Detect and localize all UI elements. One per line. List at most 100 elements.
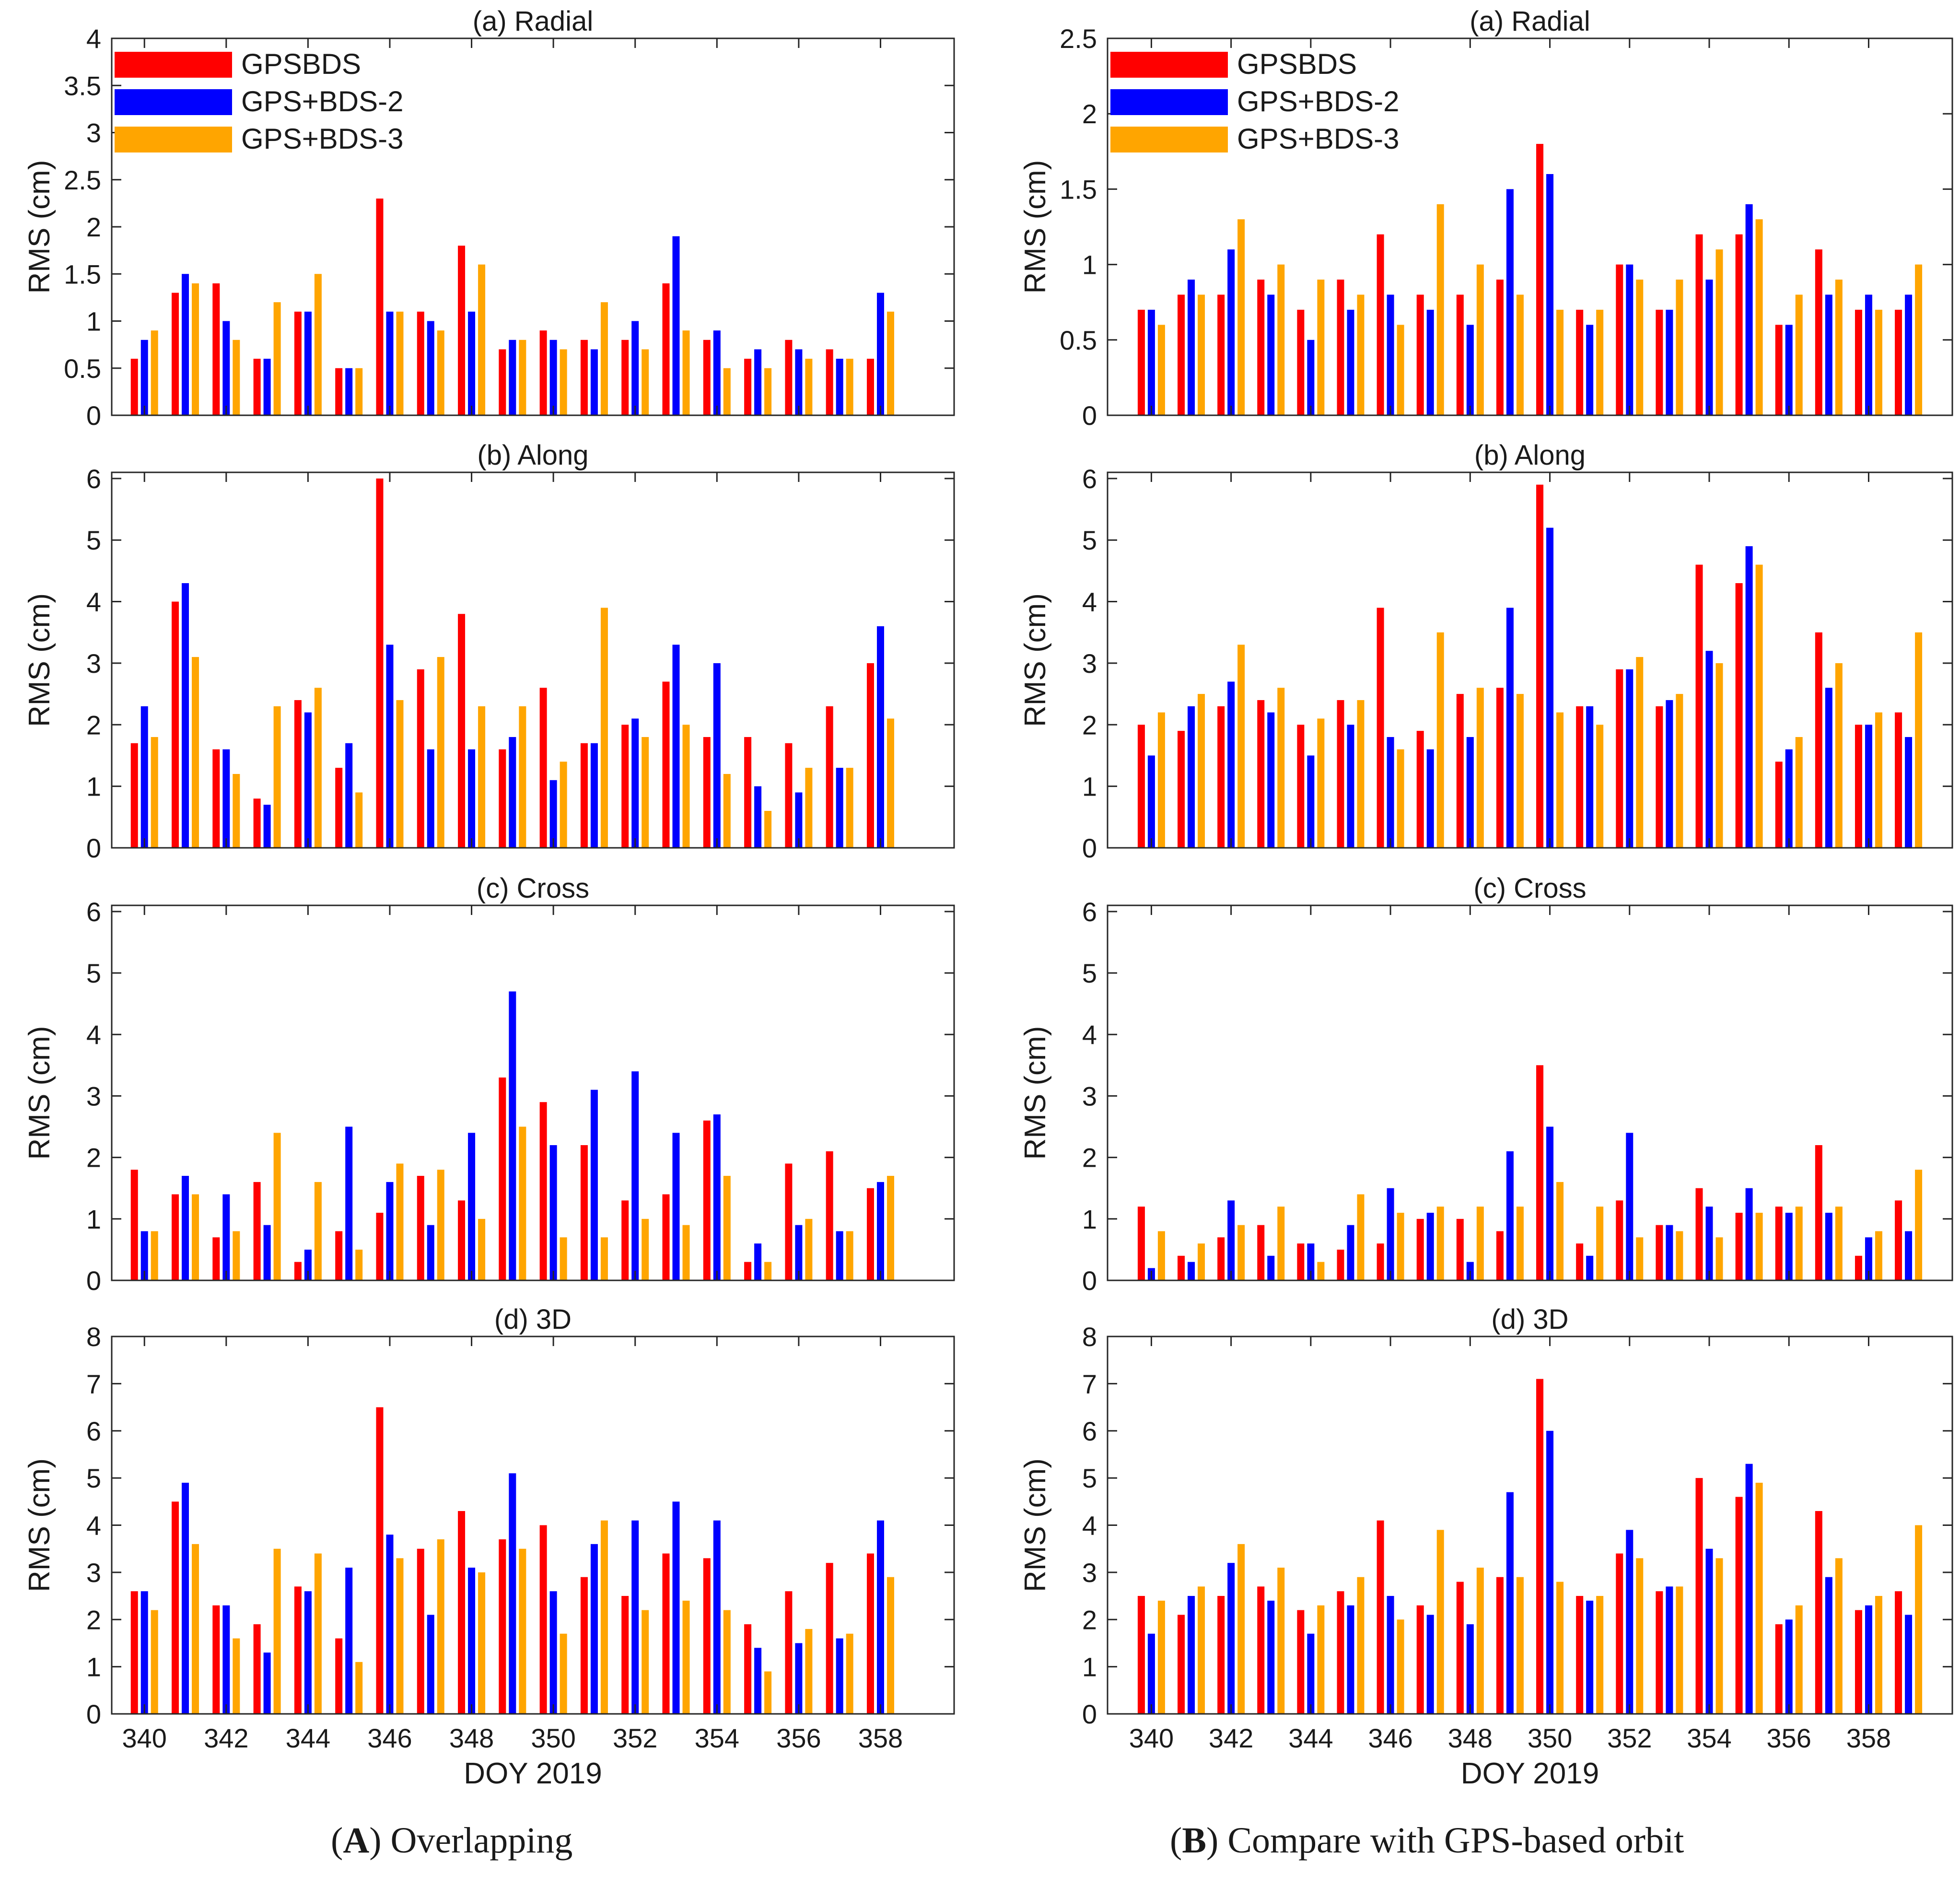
chart-a-cross-bar-0-340: [130, 1170, 138, 1280]
chart-b-cross-bar-0-359: [1895, 1200, 1902, 1280]
chart-b-along-bar-1-340: [1147, 755, 1155, 848]
chart-a-cross-bar-2-344: [314, 1182, 322, 1280]
chart-b-along-bar-0-349: [1496, 688, 1504, 848]
chart-b-cross-bar-0-352: [1616, 1200, 1623, 1280]
chart-a-cross-bar-0-343: [253, 1182, 261, 1280]
chart-a-3d-bar-1-354: [713, 1520, 721, 1714]
chart-a-cross-bar-2-356: [805, 1219, 813, 1280]
chart-b-radial-bar-0-347: [1416, 294, 1424, 415]
chart-a-radial-ytick-label: 1: [86, 306, 101, 337]
chart-a-radial-bar-1-358: [876, 293, 884, 415]
chart-b-radial-bar-1-354: [1705, 280, 1713, 415]
chart-a-along-bar-2-349: [519, 706, 526, 848]
chart-a-3d-ytick-label: 2: [86, 1605, 101, 1635]
chart-a-along-bar-2-351: [600, 608, 608, 848]
chart-a-along-bar-2-354: [723, 774, 731, 848]
chart-a-3d-title: (d) 3D: [494, 1304, 572, 1335]
chart-a-cross-bar-1-341: [182, 1176, 189, 1280]
chart-b-cross-bar-0-340: [1137, 1207, 1145, 1280]
chart-a-3d-bar-1-344: [304, 1591, 312, 1714]
chart-b-3d-bar-1-351: [1586, 1600, 1594, 1714]
chart-b-along-bar-0-351: [1576, 706, 1584, 848]
chart-a-radial-bar-2-357: [846, 359, 853, 415]
chart-b-3d-xtick-label: 344: [1288, 1723, 1333, 1753]
chart-b-along-bar-0-342: [1217, 706, 1225, 848]
chart-a-radial-ytick-label: 2: [86, 212, 101, 242]
chart-a-radial-bar-0-340: [130, 359, 138, 415]
chart-b-3d-bar-2-343: [1277, 1568, 1285, 1714]
chart-a-cross-bar-2-347: [437, 1170, 444, 1280]
chart-b-3d-bar-2-354: [1715, 1558, 1723, 1714]
chart-b-along-ytick-label: 1: [1082, 772, 1097, 802]
chart-a-along-ytick-label: 6: [86, 464, 101, 494]
chart-a-along-bar-1-343: [263, 805, 271, 848]
chart-b-3d-bar-2-350: [1556, 1582, 1564, 1714]
chart-a-radial-bar-2-342: [233, 340, 240, 415]
chart-b-cross-bar-1-357: [1825, 1212, 1832, 1280]
chart-b-along-bar-0-357: [1815, 632, 1822, 848]
chart-a-3d-bar-2-352: [642, 1610, 649, 1714]
chart-b-radial-bar-0-343: [1257, 280, 1265, 415]
chart-a-cross-bar-0-350: [539, 1102, 547, 1280]
chart-a-radial-legend-swatch-2: [115, 127, 232, 152]
chart-b-radial-bar-2-351: [1596, 309, 1604, 415]
chart-b-radial-bar-2-357: [1835, 280, 1843, 415]
chart-b-cross-bar-0-356: [1775, 1207, 1783, 1280]
chart-a-3d-xtick-label: 354: [695, 1723, 739, 1753]
chart-b-cross-bar-1-358: [1865, 1237, 1872, 1280]
chart-b-3d-xlabel: DOY 2019: [1461, 1757, 1599, 1790]
chart-b-cross-bar-0-357: [1815, 1145, 1822, 1280]
chart-a-3d-bar-1-349: [509, 1473, 516, 1714]
chart-b-3d-bar-0-356: [1775, 1624, 1783, 1714]
chart-b-radial: 0 0.5 1 1.5 2 2.5 (a) Radial RMS (cm) GPSBDS GPS+…: [1019, 6, 1953, 431]
chart-b-3d-bar-2-358: [1875, 1596, 1882, 1714]
chart-a-cross-ylabel: RMS (cm): [23, 1026, 56, 1160]
chart-a-along-bar-1-350: [549, 780, 557, 848]
chart-b-radial-bar-0-345: [1337, 280, 1344, 415]
chart-a-cross-bar-1-354: [713, 1114, 721, 1280]
caption-left-letter: A: [343, 1820, 370, 1861]
chart-b-3d-bar-2-355: [1755, 1482, 1763, 1714]
chart-b-along-bar-0-352: [1616, 669, 1623, 848]
chart-a-3d-xtick-label: 358: [858, 1723, 903, 1753]
chart-b-3d-bar-0-341: [1178, 1615, 1185, 1714]
chart-a-3d-bar-2-356: [805, 1629, 813, 1714]
chart-a-cross-bar-0-356: [785, 1163, 793, 1280]
chart-b-radial-bar-1-353: [1666, 309, 1673, 415]
chart-a-along-bar-0-345: [335, 768, 343, 848]
chart-b-3d-bar-0-346: [1377, 1520, 1384, 1714]
chart-a-cross-bar-0-345: [335, 1231, 343, 1280]
chart-b-3d-bar-1-359: [1905, 1615, 1913, 1714]
chart-b-3d-bar-1-356: [1785, 1619, 1793, 1714]
chart-b-along-bar-0-346: [1377, 608, 1384, 848]
chart-b-3d-bar-1-350: [1546, 1430, 1554, 1714]
chart-b-cross-bar-2-340: [1157, 1231, 1165, 1280]
chart-a-3d-bar-1-341: [182, 1482, 189, 1714]
chart-b-cross-bar-0-343: [1257, 1225, 1265, 1280]
chart-b-3d-bar-2-344: [1317, 1605, 1325, 1714]
chart-a-radial-bar-0-356: [785, 340, 793, 415]
chart-a-radial-bar-0-352: [621, 340, 629, 415]
chart-b-3d-ytick-label: 5: [1082, 1463, 1097, 1493]
chart-a-radial-bar-0-345: [335, 368, 343, 415]
chart-b-radial-bar-1-358: [1865, 294, 1872, 415]
chart-b-3d-bar-2-356: [1795, 1605, 1803, 1714]
chart-a-radial-bar-0-343: [253, 359, 261, 415]
chart-a-radial-bar-0-357: [826, 349, 833, 415]
chart-a-3d-bar-1-347: [427, 1615, 434, 1714]
chart-a-radial-bar-1-347: [427, 321, 434, 415]
chart-b-radial-bar-0-354: [1695, 234, 1703, 415]
chart-a-radial-bar-0-358: [866, 359, 874, 415]
chart-b-radial-bar-0-349: [1496, 280, 1504, 415]
chart-a-along-bar-2-353: [682, 725, 690, 848]
chart-b-3d-xtick-label: 348: [1448, 1723, 1493, 1753]
chart-a-3d-bar-1-340: [140, 1591, 148, 1714]
chart-a-3d-bar-0-340: [130, 1591, 138, 1714]
chart-b-3d-bar-1-353: [1666, 1586, 1673, 1714]
chart-b-3d-ytick-label: 1: [1082, 1652, 1097, 1682]
chart-b-along-bar-2-359: [1915, 632, 1923, 848]
chart-b-cross-ytick-label: 0: [1082, 1266, 1097, 1296]
chart-a-3d-bar-1-355: [754, 1648, 762, 1714]
chart-b-cross-bar-2-348: [1476, 1207, 1484, 1280]
chart-a-along-ylabel: RMS (cm): [23, 593, 56, 727]
